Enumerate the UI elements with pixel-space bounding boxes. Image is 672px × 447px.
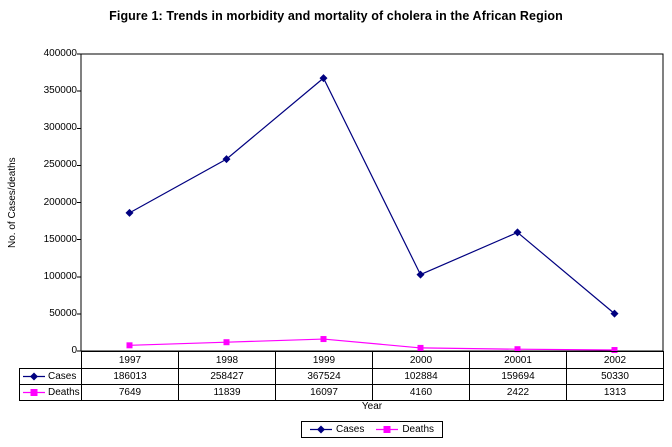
- deaths-data-point: [126, 342, 133, 349]
- y-tick-label: 200000: [43, 196, 77, 208]
- table-row-years: 1997 1998 1999 2000 20001 2002: [20, 351, 664, 369]
- legend-label-deaths: Deaths: [402, 424, 435, 435]
- cases-legend-key-cell: Cases: [19, 368, 82, 385]
- deaths-value-cell: 16097: [275, 384, 373, 401]
- cases-row-label: Cases: [48, 371, 77, 382]
- table-corner-cell: [20, 352, 82, 369]
- data-table: 1997 1998 1999 2000 20001 2002 Cases 186013 2584…: [19, 351, 664, 401]
- deaths-legend-key-cell: Deaths: [19, 384, 82, 401]
- deaths-data-point: [611, 347, 618, 354]
- year-cell: 2000: [372, 351, 470, 369]
- deaths-data-point: [223, 339, 230, 346]
- y-tick-label: 350000: [43, 85, 77, 97]
- deaths-data-point: [514, 346, 521, 353]
- cases-value-cell: 258427: [178, 368, 276, 385]
- cases-data-point: [513, 228, 522, 237]
- deaths-data-point: [320, 336, 327, 343]
- cases-data-point: [319, 74, 328, 83]
- deaths-data-point: [417, 344, 424, 351]
- y-tick-label: 400000: [43, 48, 77, 59]
- cases-legend-key-icon: [309, 425, 332, 434]
- year-cell: 1997: [81, 351, 179, 369]
- cases-value-cell: 367524: [275, 368, 373, 385]
- deaths-value-cell: 7649: [81, 384, 179, 401]
- year-cell: 2002: [566, 351, 664, 369]
- deaths-line: [129, 338, 615, 351]
- deaths-value-cell: 2422: [469, 384, 567, 401]
- y-tick-label: 300000: [43, 122, 77, 134]
- year-cell: 1998: [178, 351, 276, 369]
- chart-title: Figure 1: Trends in morbidity and mortal…: [109, 9, 563, 23]
- deaths-row-label: Deaths: [48, 387, 80, 398]
- x-axis-title: Year: [361, 401, 383, 412]
- cases-value-cell: 159694: [469, 368, 567, 385]
- legend-box: Cases Deaths: [300, 421, 444, 438]
- legend: Cases Deaths: [81, 421, 663, 438]
- table-row-cases: Cases 186013 258427 367524 102884 159694 50330: [19, 368, 664, 385]
- cases-line: [129, 77, 615, 315]
- year-cell: 20001: [469, 351, 567, 369]
- table-row-deaths: Deaths 7649 11839 16097 4160 2422 1313: [19, 384, 664, 401]
- cases-data-point: [610, 309, 619, 318]
- deaths-value-cell: 11839: [178, 384, 276, 401]
- cases-value-cell: 50330: [566, 368, 664, 385]
- cases-value-cell: 186013: [81, 368, 179, 385]
- legend-label-cases: Cases: [335, 424, 365, 435]
- deaths-value-cell: 1313: [566, 384, 664, 401]
- y-tick-label: 250000: [43, 159, 77, 171]
- legend-item-cases: Cases: [309, 424, 365, 435]
- cases-value-cell: 102884: [372, 368, 470, 385]
- y-tick-label: 50000: [49, 307, 77, 319]
- y-axis-title: No. of Cases/deaths: [7, 157, 18, 248]
- deaths-value-cell: 4160: [372, 384, 470, 401]
- cases-data-point: [222, 155, 231, 164]
- y-tick-label: 150000: [43, 233, 77, 245]
- cases-legend-key-icon: [23, 372, 45, 381]
- y-tick-label: 100000: [43, 270, 77, 282]
- legend-item-deaths: Deaths: [376, 424, 434, 435]
- plot-area: [77, 53, 664, 354]
- cases-data-point: [416, 270, 425, 279]
- cases-data-point: [125, 208, 134, 217]
- year-cell: 1999: [275, 351, 373, 369]
- plot-border: [80, 53, 664, 352]
- y-tick-label: 0: [71, 345, 77, 356]
- deaths-legend-key-icon: [23, 389, 45, 396]
- deaths-legend-key-icon: [376, 426, 399, 433]
